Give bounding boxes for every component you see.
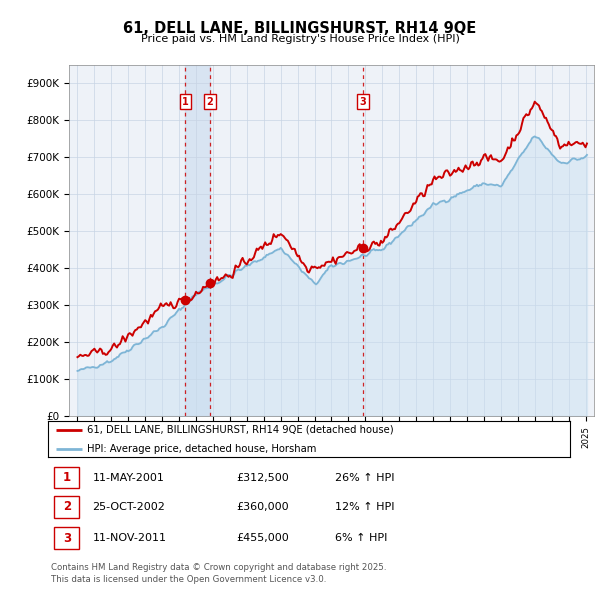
Text: 2: 2 [206, 97, 213, 107]
Text: £455,000: £455,000 [236, 533, 289, 543]
Bar [185, 65, 210, 416]
Text: 3: 3 [63, 532, 71, 545]
FancyBboxPatch shape [54, 496, 79, 517]
Text: Contains HM Land Registry data © Crown copyright and database right 2025.
This d: Contains HM Land Registry data © Crown c… [51, 563, 386, 584]
Text: 1: 1 [182, 97, 189, 107]
Text: 11-MAY-2001: 11-MAY-2001 [92, 473, 164, 483]
FancyBboxPatch shape [54, 467, 79, 489]
Text: 2: 2 [63, 500, 71, 513]
Text: 61, DELL LANE, BILLINGSHURST, RH14 9QE: 61, DELL LANE, BILLINGSHURST, RH14 9QE [124, 21, 476, 36]
FancyBboxPatch shape [54, 527, 79, 549]
Text: HPI: Average price, detached house, Horsham: HPI: Average price, detached house, Hors… [87, 444, 317, 454]
Text: 61, DELL LANE, BILLINGSHURST, RH14 9QE (detached house): 61, DELL LANE, BILLINGSHURST, RH14 9QE (… [87, 425, 394, 435]
Text: 12% ↑ HPI: 12% ↑ HPI [335, 502, 395, 512]
Text: 11-NOV-2011: 11-NOV-2011 [92, 533, 166, 543]
Text: 3: 3 [360, 97, 367, 107]
Text: £360,000: £360,000 [236, 502, 289, 512]
Text: £312,500: £312,500 [236, 473, 289, 483]
Text: 26% ↑ HPI: 26% ↑ HPI [335, 473, 395, 483]
Text: 1: 1 [63, 471, 71, 484]
Text: 25-OCT-2002: 25-OCT-2002 [92, 502, 165, 512]
Text: 6% ↑ HPI: 6% ↑ HPI [335, 533, 388, 543]
Text: Price paid vs. HM Land Registry's House Price Index (HPI): Price paid vs. HM Land Registry's House … [140, 34, 460, 44]
